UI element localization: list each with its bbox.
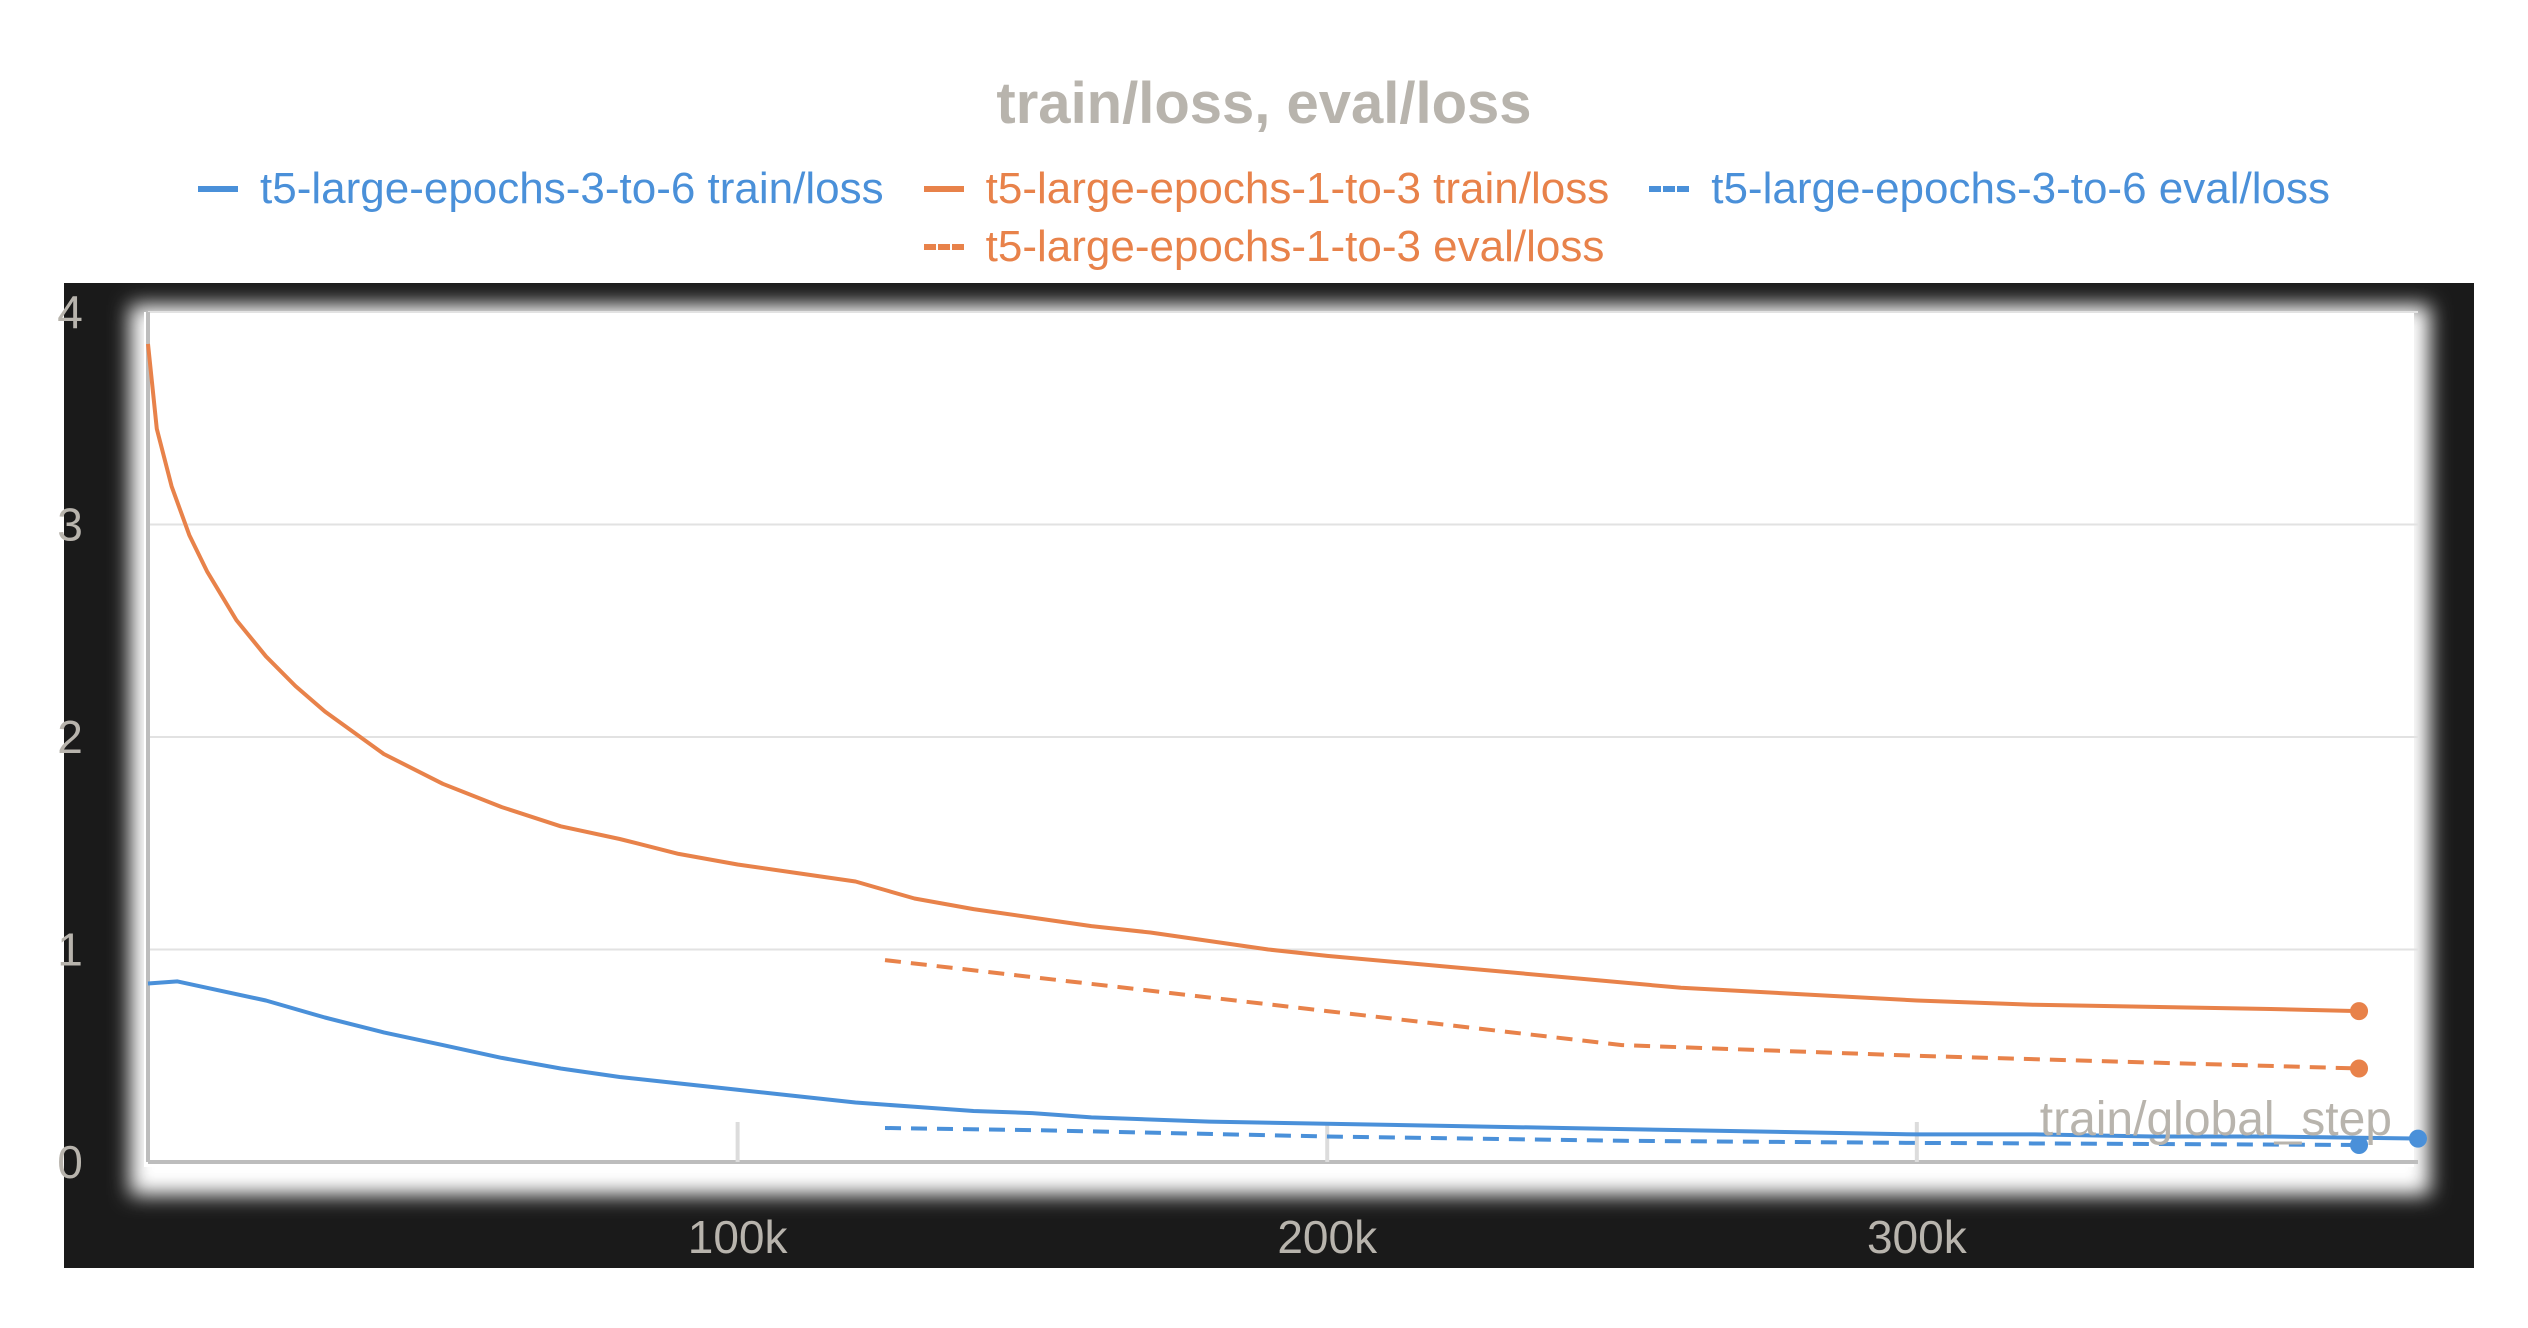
grid-layer bbox=[146, 311, 2418, 1164]
y-tick-label: 3 bbox=[57, 499, 83, 551]
series-end-point-t5-large-epochs-1-to-3-eval-loss bbox=[2350, 1059, 2369, 1078]
y-tick-label: 2 bbox=[57, 711, 83, 763]
y-tick-label: 1 bbox=[57, 924, 83, 976]
plot-background bbox=[144, 312, 2414, 1167]
legend-label: t5-large-epochs-1-to-3 eval/loss bbox=[985, 222, 1605, 271]
y-ticks: 0 1 2 3 4 bbox=[57, 286, 83, 1188]
legend-row-2: t5-large-epochs-1-to-3 eval/loss bbox=[0, 218, 2528, 276]
legend-label: t5-large-epochs-1-to-3 train/loss bbox=[985, 164, 1610, 213]
legend-item-t5-large-epochs-3-to-6-eval-loss[interactable]: t5-large-epochs-3-to-6 eval/loss bbox=[1649, 164, 2330, 214]
legend: t5-large-epochs-3-to-6 train/loss t5-lar… bbox=[0, 160, 2528, 276]
y-tick-label: 0 bbox=[57, 1136, 83, 1188]
x-tick-label: 100k bbox=[688, 1211, 789, 1263]
series-layer bbox=[146, 343, 2427, 1154]
legend-swatch-solid-blue bbox=[198, 186, 239, 192]
series-line-t5-large-epochs-1-to-3-train-loss bbox=[146, 343, 2360, 1014]
x-axis-label: train/global_step bbox=[2040, 1093, 2392, 1146]
x-tick-label: 200k bbox=[1277, 1211, 1378, 1263]
legend-label: t5-large-epochs-3-to-6 eval/loss bbox=[1711, 164, 2330, 213]
legend-item-t5-large-epochs-1-to-3-eval-loss[interactable]: t5-large-epochs-1-to-3 eval/loss bbox=[923, 222, 1605, 272]
legend-row-1: t5-large-epochs-3-to-6 train/loss t5-lar… bbox=[0, 160, 2528, 218]
series-line-t5-large-epochs-3-to-6-train-loss bbox=[147, 979, 2419, 1141]
legend-item-t5-large-epochs-1-to-3-train-loss[interactable]: t5-large-epochs-1-to-3 train/loss bbox=[923, 164, 1610, 214]
y-tick-label: 4 bbox=[57, 286, 83, 338]
legend-swatch-dashed-blue bbox=[1649, 186, 1690, 192]
x-tick-label: 300k bbox=[1867, 1211, 1968, 1263]
legend-item-t5-large-epochs-3-to-6-train-loss[interactable]: t5-large-epochs-3-to-6 train/loss bbox=[198, 164, 884, 214]
legend-label: t5-large-epochs-3-to-6 train/loss bbox=[260, 164, 884, 213]
chart-title: train/loss, eval/loss bbox=[996, 71, 1532, 136]
series-end-point-t5-large-epochs-1-to-3-train-loss bbox=[2350, 1002, 2369, 1021]
legend-swatch-solid-orange bbox=[923, 186, 964, 192]
x-ticks: 100k 200k 300k bbox=[688, 1122, 1968, 1263]
legend-swatch-dashed-orange bbox=[923, 244, 964, 250]
series-end-point-t5-large-epochs-3-to-6-eval-loss bbox=[2350, 1136, 2369, 1154]
series-end-point-t5-large-epochs-3-to-6-train-loss bbox=[2409, 1129, 2427, 1148]
series-line-t5-large-epochs-3-to-6-eval-loss bbox=[884, 1126, 2360, 1147]
